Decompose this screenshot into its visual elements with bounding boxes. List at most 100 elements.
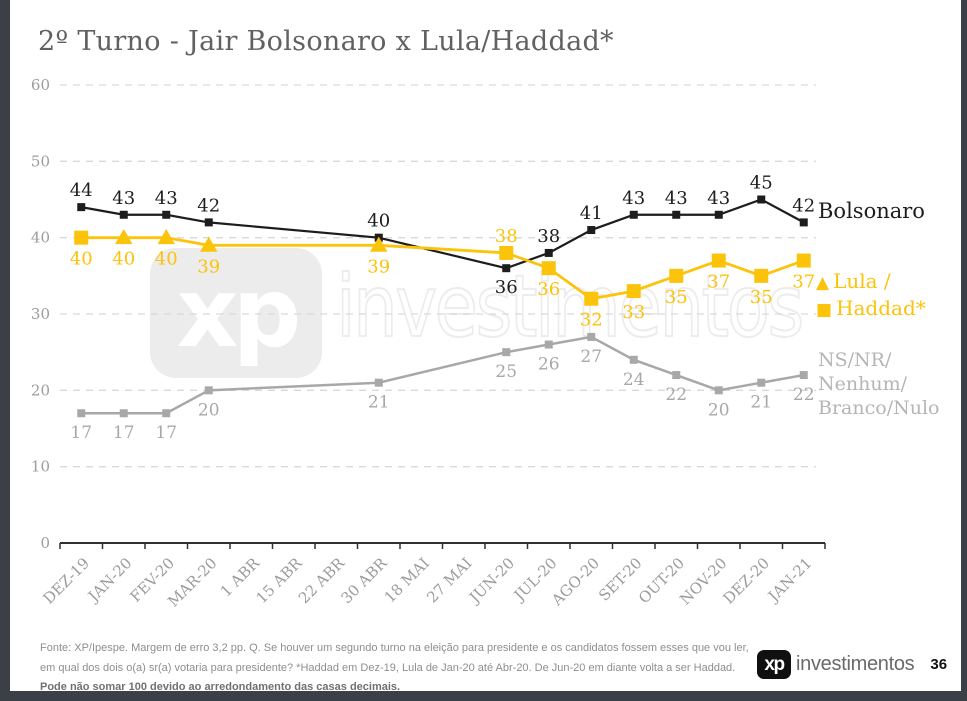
marker-square-lula-haddad [584, 291, 599, 306]
marker-triangle-lula-haddad [157, 228, 175, 245]
data-label-bolsonaro: 42 [792, 195, 815, 216]
y-tick-label: 30 [31, 305, 50, 323]
data-label-ns-nr: 24 [623, 370, 645, 390]
data-label-bolsonaro: 43 [665, 188, 688, 209]
marker-square-bolsonaro [204, 218, 213, 227]
data-label-lula-haddad: 40 [112, 249, 135, 270]
data-label-ns-nr: 17 [70, 423, 92, 443]
xp-watermark-letters: xp [176, 257, 302, 369]
footnote-line-1: Fonte: XP/Ipespe. Margem de erro 3,2 pp.… [40, 642, 749, 654]
marker-square-ns-nr [587, 332, 596, 341]
marker-square-bolsonaro [502, 264, 511, 273]
marker-square-ns-nr [672, 371, 681, 380]
logo-wordmark: investimentos [796, 653, 915, 675]
data-label-bolsonaro: 44 [70, 180, 93, 201]
legend-haddad-line: ■ Haddad* [816, 296, 926, 323]
x-tick-label: JAN-21 [763, 554, 815, 606]
data-label-ns-nr: 22 [665, 385, 687, 405]
marker-square-ns-nr [162, 409, 171, 418]
marker-square-bolsonaro [119, 210, 128, 219]
xp-logo-icon: xp [757, 650, 791, 679]
legend-bolsonaro: Bolsonaro [818, 199, 925, 223]
x-tick-label: 18 MAI [381, 554, 433, 606]
data-label-ns-nr: 17 [155, 423, 177, 443]
x-tick-label: JUN-20 [464, 554, 518, 608]
marker-square-lula-haddad [626, 284, 641, 299]
footnote-line-3: Pode não somar 100 devido ao arredondame… [40, 681, 401, 693]
data-label-bolsonaro: 42 [197, 195, 220, 216]
marker-square-lula-haddad [796, 253, 811, 268]
marker-square-bolsonaro [77, 203, 86, 212]
marker-square-bolsonaro [629, 210, 638, 219]
legend-haddad-label: Haddad* [836, 296, 926, 320]
footnote-line-2: em qual dos dois o(a) sr(a) votaria para… [40, 661, 736, 674]
x-tick-label: DEZ-19 [40, 554, 93, 607]
y-tick-label: 60 [31, 76, 50, 94]
y-tick-label: 10 [31, 458, 50, 476]
marker-square-ns-nr [757, 378, 766, 387]
data-label-ns-nr: 17 [113, 423, 135, 443]
data-label-bolsonaro: 43 [112, 188, 135, 209]
data-label-ns-nr: 27 [580, 347, 602, 367]
marker-triangle-lula-haddad [115, 228, 133, 245]
marker-square-bolsonaro [162, 210, 171, 219]
marker-square-ns-nr [204, 386, 213, 395]
marker-square-lula-haddad [754, 268, 769, 283]
data-label-lula-haddad: 36 [537, 279, 560, 300]
x-tick-label: 22 ABR [295, 554, 349, 608]
data-label-bolsonaro: 38 [537, 226, 560, 247]
data-label-lula-haddad: 39 [197, 256, 220, 277]
y-tick-label: 0 [40, 534, 50, 552]
data-label-lula-haddad: 35 [750, 287, 773, 308]
marker-square-lula-haddad [74, 230, 89, 245]
x-tick-label: NOV-20 [676, 554, 730, 608]
legend-ns-nr: NS/NR/ Nenhum/ Branco/Nulo [818, 348, 939, 420]
marker-square-ns-nr [374, 378, 383, 387]
data-label-bolsonaro: 41 [580, 203, 603, 224]
marker-square-lula-haddad [499, 245, 514, 260]
data-label-lula-haddad: 40 [70, 249, 93, 270]
marker-square-ns-nr [502, 348, 511, 357]
series-line-ns-nr [81, 335, 804, 415]
data-label-lula-haddad: 32 [580, 310, 603, 331]
marker-square-lula-haddad [541, 261, 556, 276]
marker-square-ns-nr [119, 409, 128, 418]
data-label-bolsonaro: 40 [367, 211, 390, 232]
data-label-lula-haddad: 38 [495, 226, 518, 247]
x-tick-label: DEZ-20 [720, 554, 773, 607]
marker-triangle-lula-haddad [370, 236, 388, 252]
marker-triangle-lula-haddad [200, 236, 218, 252]
marker-square-lula-haddad [711, 253, 726, 268]
y-tick-label: 50 [31, 152, 50, 170]
data-label-lula-haddad: 35 [665, 287, 688, 308]
x-tick-label: 30 ABR [338, 554, 392, 608]
series-line-lula-haddad [81, 236, 805, 301]
triangle-marker-icon: ▲ [816, 273, 830, 293]
data-label-ns-nr: 26 [538, 355, 560, 375]
legend-lula-haddad: ▲ Lula / ■ Haddad* [816, 269, 926, 323]
data-label-ns-nr: 20 [708, 400, 730, 420]
data-label-ns-nr: 25 [495, 362, 517, 382]
data-label-bolsonaro: 43 [622, 188, 645, 209]
xp-watermark-badge-icon: xp [150, 248, 322, 378]
data-label-ns-nr: 22 [793, 385, 815, 405]
data-label-bolsonaro: 43 [707, 188, 730, 209]
data-label-lula-haddad: 40 [155, 249, 178, 270]
marker-square-bolsonaro [544, 248, 553, 257]
marker-square-ns-nr [77, 409, 86, 418]
marker-square-ns-nr [544, 340, 553, 349]
marker-square-ns-nr [799, 371, 808, 380]
marker-square-bolsonaro [799, 218, 808, 227]
marker-square-bolsonaro [714, 210, 723, 219]
legend-ns-line-3: Branco/Nulo [818, 397, 940, 419]
data-label-bolsonaro: 45 [750, 173, 773, 194]
data-label-lula-haddad: 37 [792, 272, 815, 293]
xp-logo-letters: xp [764, 654, 785, 675]
footnote: Fonte: XP/Ipespe. Margem de erro 3,2 pp.… [40, 639, 749, 693]
data-label-bolsonaro: 43 [155, 188, 178, 209]
marker-square-bolsonaro [672, 210, 681, 219]
x-tick-label: JAN-20 [83, 554, 135, 606]
page-number: 36 [930, 656, 948, 673]
